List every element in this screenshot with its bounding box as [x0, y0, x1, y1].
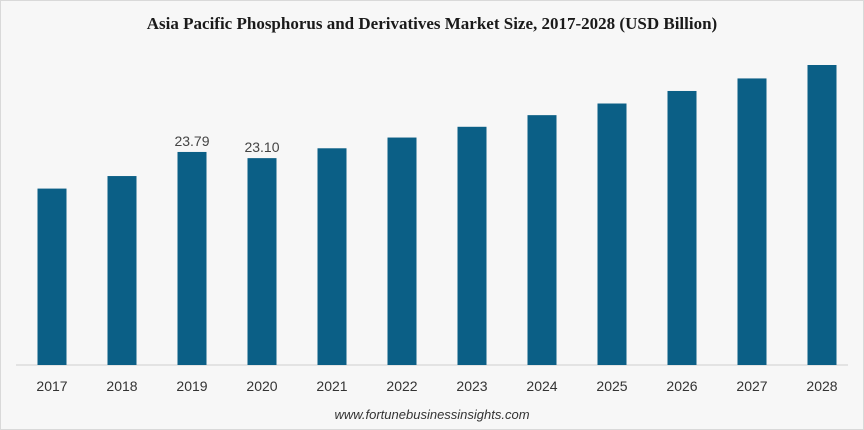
bar-2020 [247, 158, 277, 365]
bar-2024 [527, 115, 557, 365]
bar-2018 [107, 176, 137, 365]
x-tick-label-2021: 2021 [316, 378, 347, 394]
x-tick-label-2026: 2026 [666, 378, 697, 394]
x-tick-label-2018: 2018 [106, 378, 137, 394]
x-tick-label-2017: 2017 [36, 378, 67, 394]
bar-2017 [37, 188, 67, 365]
data-label-2019: 23.79 [174, 133, 209, 149]
chart-title: Asia Pacific Phosphorus and Derivatives … [146, 14, 718, 33]
bar-2028 [807, 65, 837, 365]
bar-2021 [317, 148, 347, 365]
x-tick-label-2028: 2028 [806, 378, 837, 394]
x-tick-label-2020: 2020 [246, 378, 277, 394]
x-tick-label-2023: 2023 [456, 378, 487, 394]
x-tick-label-2022: 2022 [386, 378, 417, 394]
bar-2022 [387, 137, 417, 365]
x-tick-label-2027: 2027 [736, 378, 767, 394]
source-credit: www.fortunebusinessinsights.com [334, 407, 530, 422]
bar-2023 [457, 126, 487, 365]
data-label-2020: 23.10 [244, 139, 279, 155]
x-tick-label-2024: 2024 [526, 378, 557, 394]
bar-2027 [737, 78, 767, 366]
bar-2026 [667, 90, 697, 365]
bar-2019 [177, 151, 207, 365]
bar-2025 [597, 103, 627, 366]
x-tick-label-2025: 2025 [596, 378, 627, 394]
x-tick-label-2019: 2019 [176, 378, 207, 394]
